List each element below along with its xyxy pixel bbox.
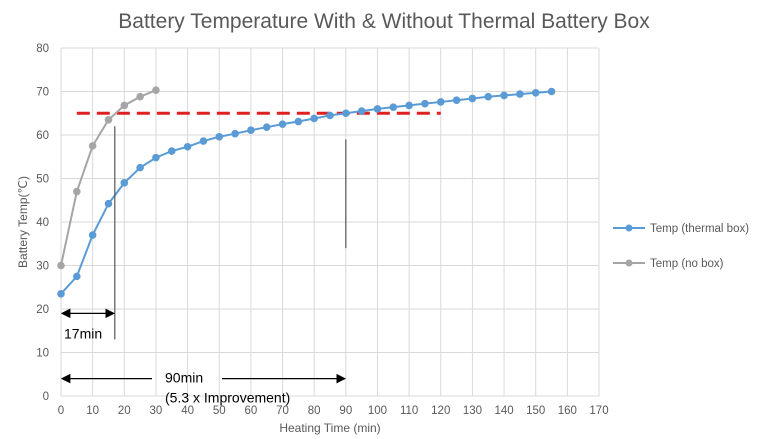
y-tick-label: 80: [36, 43, 49, 55]
data-point: [136, 163, 144, 172]
legend-marker-thermal-box: [625, 224, 633, 232]
data-point: [104, 115, 113, 124]
data-point: [342, 109, 350, 118]
data-point: [183, 142, 192, 151]
y-tick-label: 30: [36, 261, 49, 273]
legend-thermal-box: Temp (thermal box): [650, 223, 749, 235]
legend-marker-no-box: [625, 259, 633, 267]
data-point: [104, 199, 113, 208]
x-axis-label: Heating Time (min): [279, 421, 380, 435]
data-point: [531, 89, 540, 97]
y-tick-label: 0: [43, 391, 49, 403]
x-tick-label: 60: [244, 405, 257, 417]
annotation-label: 90min: [165, 370, 203, 386]
data-point: [468, 94, 477, 103]
x-tick-label: 110: [400, 405, 418, 417]
x-tick-label: 20: [118, 405, 131, 417]
y-tick-label: 40: [36, 217, 49, 229]
x-tick-label: 50: [213, 405, 226, 417]
data-point: [405, 101, 413, 110]
data-point: [310, 114, 318, 123]
y-tick-label: 50: [36, 174, 49, 186]
x-tick-label: 150: [526, 405, 545, 417]
y-tick-label: 10: [36, 348, 49, 360]
y-axis-label: Battery Temp(℃): [16, 176, 30, 268]
x-tick-label: 0: [58, 405, 64, 417]
data-point: [247, 126, 255, 135]
x-tick-label: 70: [276, 405, 289, 417]
data-point: [373, 105, 382, 113]
data-point: [547, 87, 556, 96]
x-tick-label: 170: [589, 405, 608, 417]
x-tick-label: 10: [86, 405, 99, 417]
x-tick-label: 140: [494, 405, 513, 417]
y-tick-label: 70: [36, 87, 49, 99]
annotations: 17min 90min (5.3 x Improvement): [60, 126, 347, 406]
data-point: [516, 90, 524, 98]
x-tick-label: 90: [339, 405, 352, 417]
data-point: [120, 179, 129, 187]
annotation-label: 17min: [64, 325, 102, 341]
data-point: [73, 187, 81, 196]
series-group: [57, 86, 556, 298]
data-point: [73, 272, 81, 281]
data-point: [136, 92, 144, 101]
x-tick-label: 40: [181, 405, 194, 417]
data-point: [389, 103, 398, 111]
legend-no-box: Temp (no box): [650, 258, 724, 270]
data-point: [88, 231, 97, 239]
legend: Temp (thermal box) Temp (no box): [613, 223, 749, 270]
x-tick-label: 130: [463, 405, 482, 417]
data-point: [436, 98, 445, 106]
data-point: [231, 129, 239, 138]
chart-title: Battery Temperature With & Without Therm…: [118, 10, 650, 33]
data-point: [484, 92, 493, 101]
annotation-sublabel: (5.3 x Improvement): [165, 390, 290, 406]
data-point: [167, 147, 176, 155]
series-line: [60, 90, 552, 295]
data-point: [88, 142, 97, 150]
x-tick-label: 80: [308, 405, 321, 417]
grid: 0 10 20 30 40 50 60 70 80 90 100 110 120 130 140 150 160…: [36, 43, 608, 417]
data-point: [199, 137, 208, 145]
data-point: [294, 117, 303, 126]
data-point: [215, 132, 224, 141]
data-point: [278, 120, 287, 128]
data-point: [57, 289, 65, 298]
x-tick-label: 100: [368, 405, 387, 417]
data-point: [421, 99, 429, 108]
x-tick-label: 120: [431, 405, 450, 417]
data-point: [57, 261, 65, 270]
data-point: [152, 86, 160, 94]
data-point: [357, 107, 366, 115]
data-point: [500, 91, 508, 100]
data-point: [326, 111, 334, 120]
data-point: [120, 101, 129, 110]
y-tick-label: 60: [36, 130, 49, 142]
y-tick-label: 20: [36, 304, 49, 316]
x-tick-label: 30: [150, 405, 163, 417]
data-point: [262, 123, 271, 131]
data-point: [452, 96, 461, 104]
x-tick-label: 160: [558, 405, 577, 417]
data-point: [152, 153, 160, 162]
